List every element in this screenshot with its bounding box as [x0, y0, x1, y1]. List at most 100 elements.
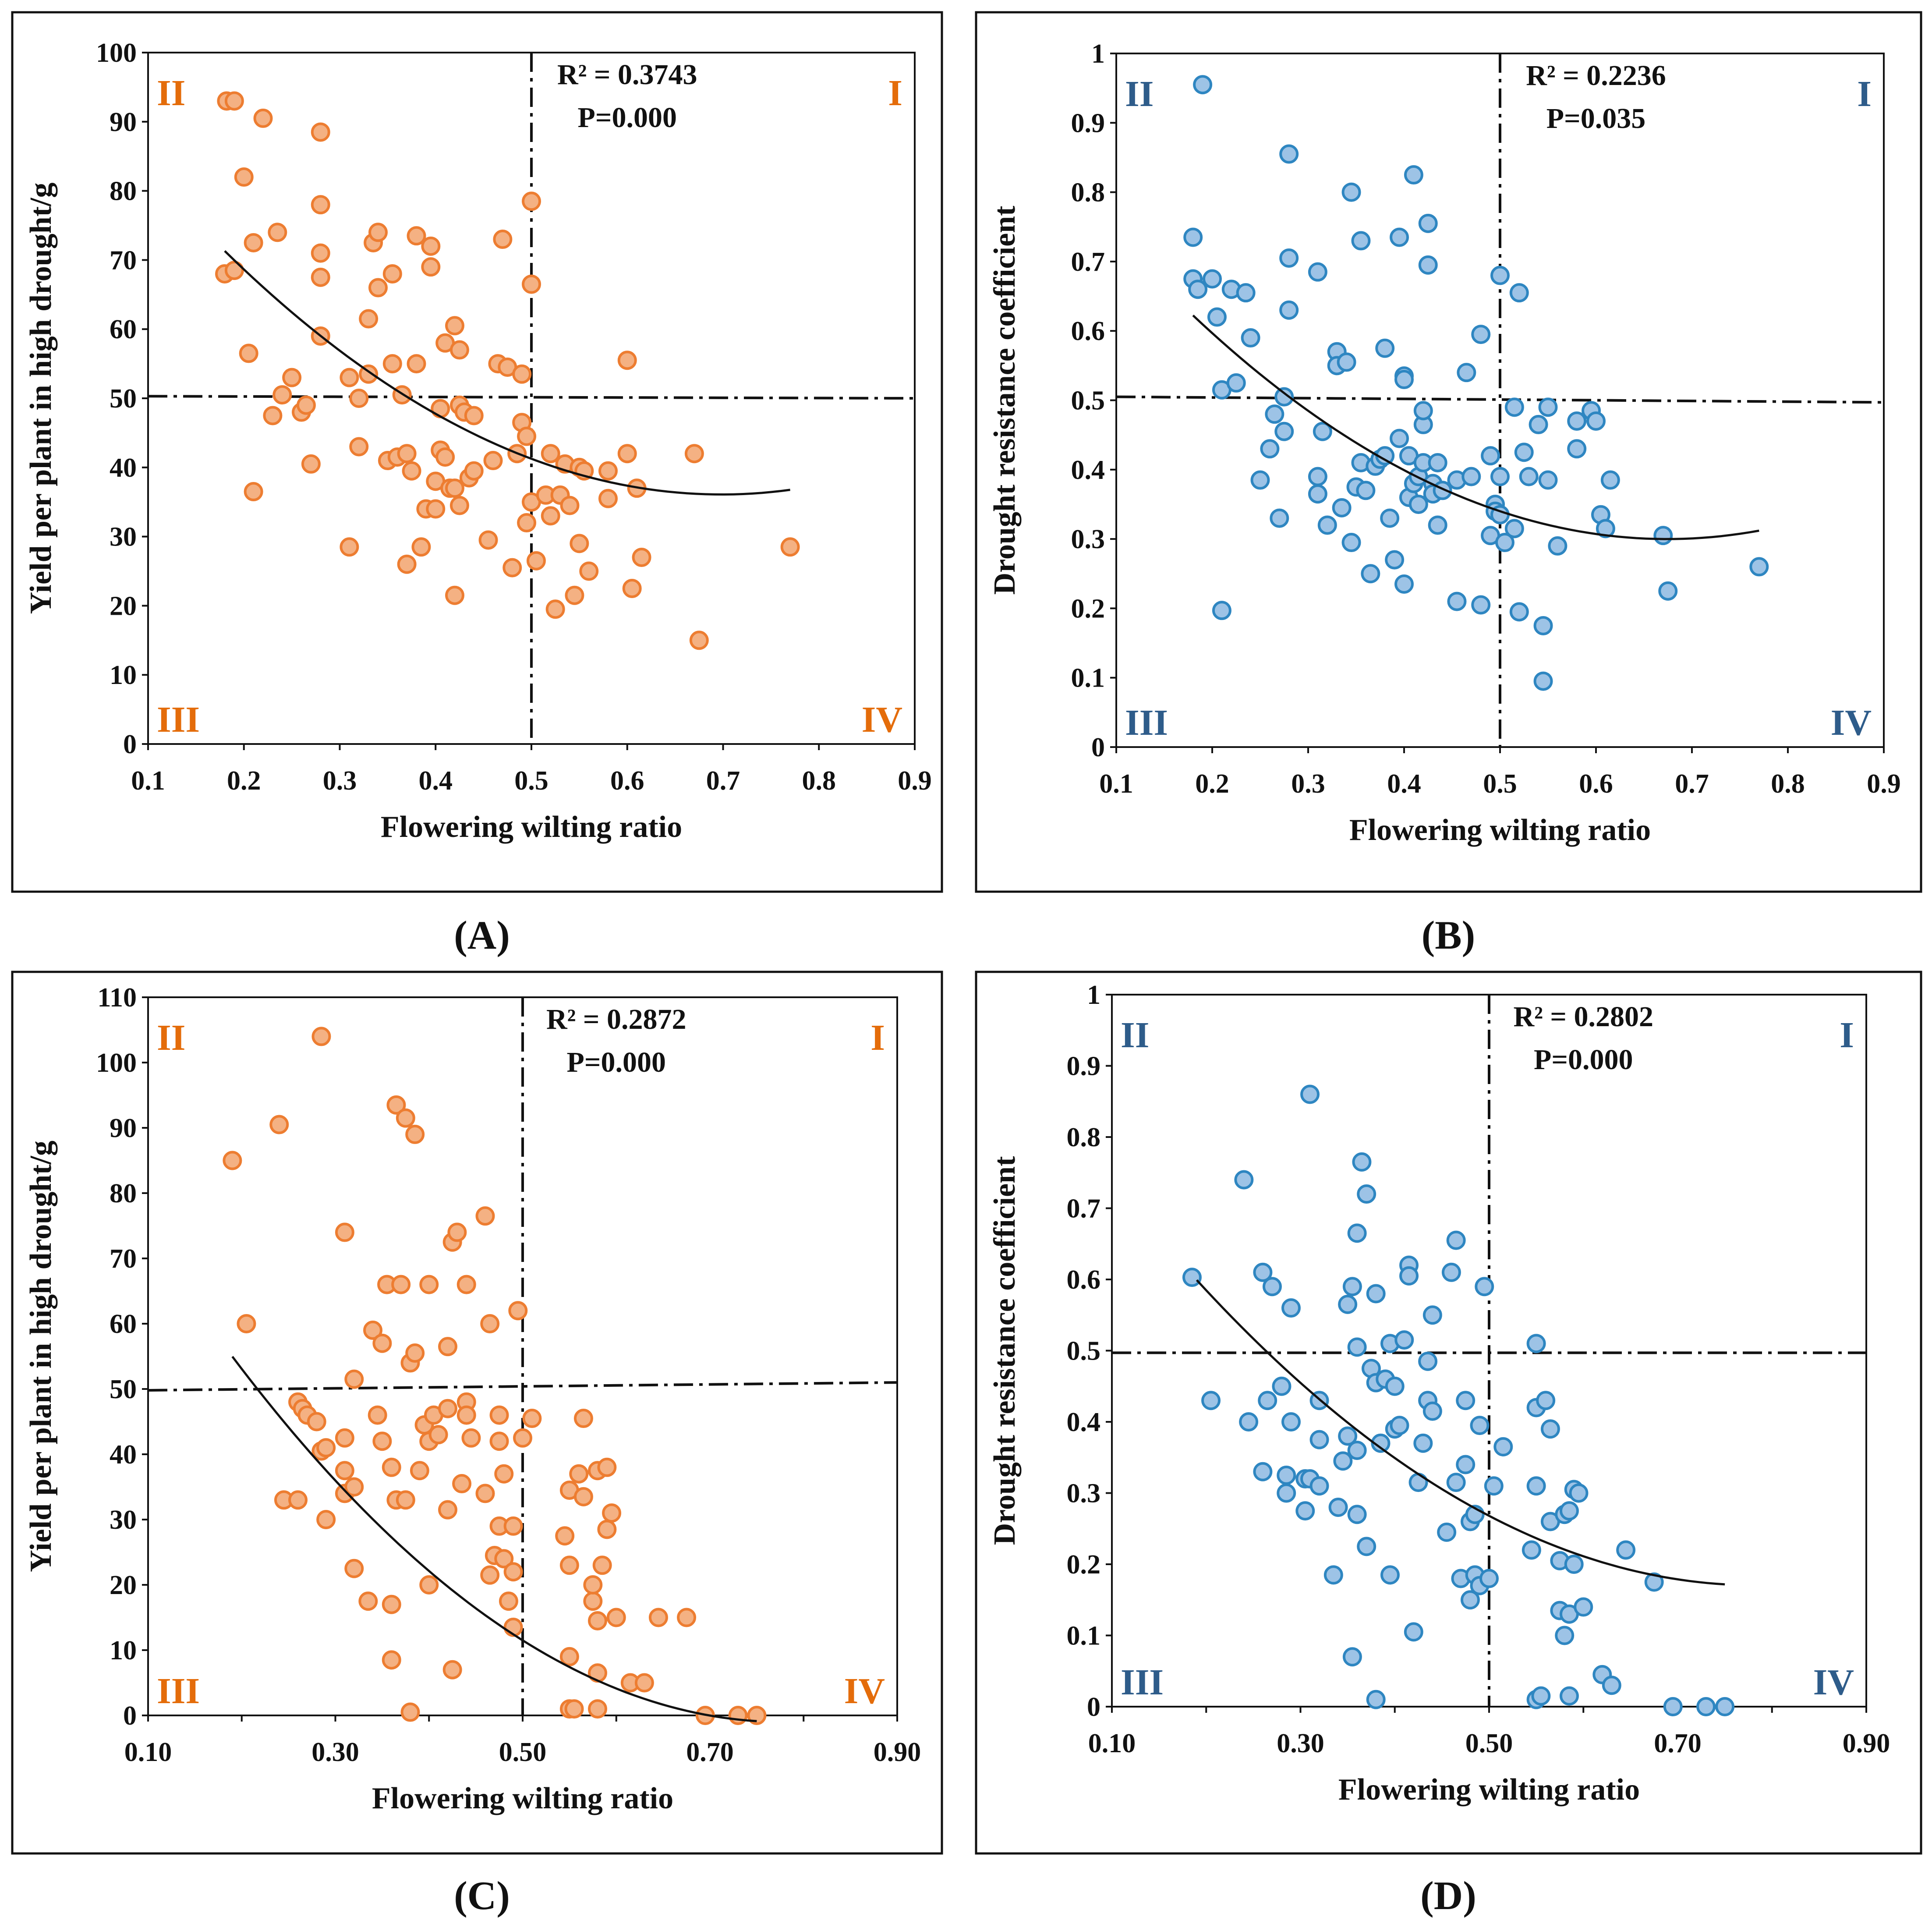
data-point — [1447, 592, 1467, 611]
data-point — [1300, 1084, 1320, 1104]
quadrant-label-iv: IV — [862, 699, 902, 740]
data-point — [411, 537, 431, 557]
data-point — [1356, 481, 1376, 500]
data-point — [1408, 1473, 1428, 1492]
quadrant-label-ii: II — [1125, 74, 1154, 114]
x-tick-label: 0.4 — [1387, 769, 1421, 799]
data-point — [349, 437, 369, 457]
data-point — [311, 122, 330, 142]
data-point — [1457, 363, 1476, 383]
data-point — [503, 1562, 523, 1582]
data-point — [1408, 494, 1428, 514]
y-tick-label: 40 — [110, 453, 137, 483]
data-point — [344, 1559, 364, 1578]
data-point — [316, 1438, 336, 1458]
data-point — [1616, 1540, 1636, 1560]
data-point — [1514, 443, 1534, 462]
data-point — [1279, 300, 1299, 320]
data-point — [234, 167, 254, 187]
y-tick-label: 0.1 — [1067, 1621, 1101, 1651]
data-point — [1555, 1626, 1575, 1645]
data-point — [569, 1464, 589, 1484]
data-point — [1536, 1391, 1556, 1410]
p-value-label: P=0.000 — [578, 102, 677, 134]
data-point — [583, 1591, 603, 1611]
data-point — [1253, 1462, 1273, 1481]
data-point — [340, 537, 359, 557]
data-point — [1380, 508, 1400, 528]
data-point — [1437, 1522, 1457, 1542]
data-point — [1183, 227, 1203, 247]
data-point — [747, 1706, 767, 1725]
y-tick-label: 1 — [1087, 980, 1100, 1010]
data-point — [1456, 1455, 1476, 1474]
data-point — [606, 1608, 626, 1627]
data-point — [1332, 498, 1352, 517]
data-point — [1375, 338, 1395, 358]
data-point — [541, 506, 560, 526]
y-tick-label: 90 — [110, 107, 137, 137]
data-point — [1596, 519, 1615, 539]
data-point — [410, 1461, 429, 1481]
data-point — [1471, 595, 1491, 615]
data-point — [632, 547, 651, 567]
data-point — [1470, 1416, 1490, 1435]
x-tick-label: 0.9 — [1867, 769, 1901, 799]
y-tick-label: 0.1 — [1071, 663, 1105, 693]
data-point — [1538, 397, 1558, 417]
y-tick-label: 20 — [110, 591, 137, 621]
data-point — [617, 444, 637, 464]
data-point — [449, 496, 469, 515]
y-tick-label: 80 — [110, 177, 137, 206]
x-tick-label: 0.50 — [1465, 1729, 1513, 1758]
data-point — [445, 316, 464, 336]
data-point — [1309, 1476, 1329, 1496]
data-point — [545, 599, 565, 619]
x-tick-label: 0.90 — [1843, 1729, 1890, 1758]
quadrant-label-iii: III — [157, 1671, 200, 1711]
data-point — [335, 1461, 354, 1481]
panel-frame — [11, 971, 943, 1855]
y-tick-label: 10 — [110, 660, 137, 690]
data-point — [1309, 1430, 1329, 1449]
data-point — [382, 1457, 401, 1477]
data-point — [1317, 515, 1337, 535]
data-point — [269, 1115, 289, 1134]
x-tick-label: 0.6 — [1579, 769, 1613, 799]
y-tick-label: 0.5 — [1067, 1336, 1101, 1366]
quadrant-label-iii: III — [1125, 702, 1168, 743]
data-point — [1258, 1391, 1277, 1410]
data-point — [1371, 1433, 1391, 1453]
data-point — [1696, 1697, 1716, 1716]
data-point — [541, 444, 560, 464]
data-point — [1357, 1184, 1376, 1204]
y-tick-label: 90 — [110, 1113, 137, 1143]
data-point — [1446, 1473, 1466, 1492]
y-tick-label: 0.2 — [1067, 1550, 1101, 1580]
data-point — [780, 537, 800, 557]
panel-frame — [11, 11, 943, 893]
data-point — [359, 309, 379, 329]
data-point — [237, 1314, 256, 1333]
x-tick-label: 0.10 — [124, 1737, 172, 1767]
data-point — [573, 1409, 593, 1428]
data-point — [1456, 1391, 1476, 1410]
data-point — [1418, 255, 1438, 275]
data-point — [1239, 1412, 1259, 1431]
data-point — [503, 1516, 523, 1536]
data-point — [311, 195, 330, 215]
data-point — [400, 1702, 420, 1722]
data-point — [1559, 1501, 1579, 1521]
data-point — [1481, 446, 1500, 466]
data-point — [1281, 1298, 1301, 1318]
data-point — [1366, 1690, 1386, 1709]
trend-line — [1196, 1279, 1725, 1586]
data-point — [438, 1337, 457, 1357]
data-point — [442, 1660, 462, 1679]
data-point — [445, 478, 464, 498]
data-point — [282, 368, 302, 387]
y-tick-label: 30 — [110, 1505, 137, 1535]
data-point — [1531, 1686, 1551, 1706]
data-point — [559, 1647, 579, 1666]
data-point — [475, 1206, 495, 1226]
